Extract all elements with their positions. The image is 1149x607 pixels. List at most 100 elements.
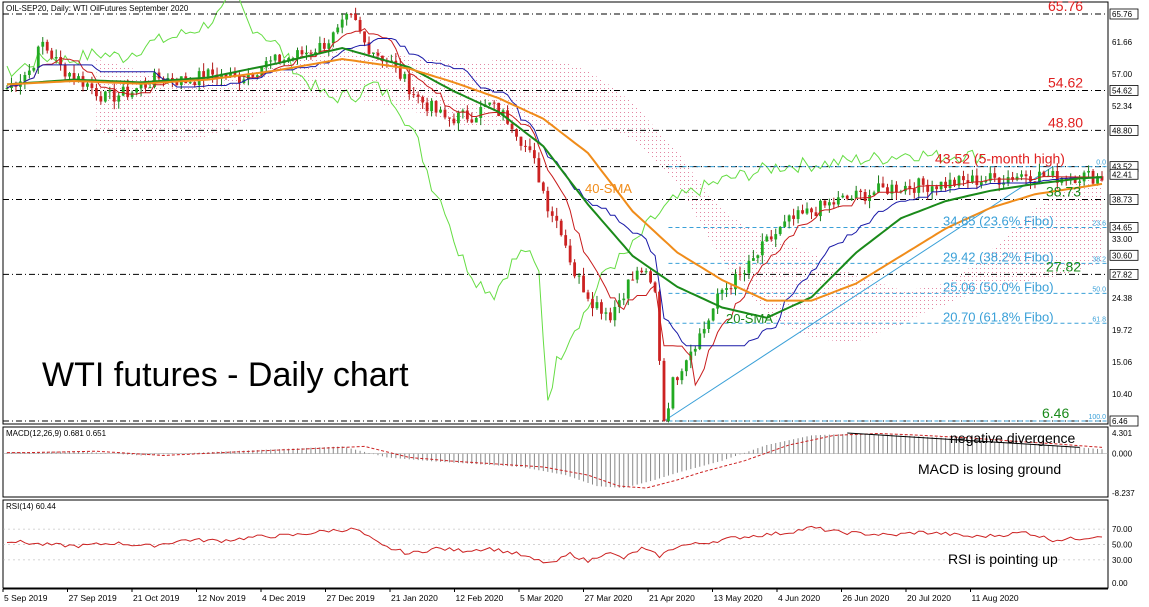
candle-body: [577, 275, 581, 277]
candle-body: [305, 52, 308, 55]
y-tick-box: [1109, 168, 1139, 180]
candle-body: [45, 41, 49, 51]
level-label: 38.73: [1046, 184, 1081, 200]
candle-body: [1038, 171, 1041, 182]
candle-body: [895, 184, 898, 193]
candle-body: [1051, 171, 1055, 176]
candle-body: [962, 176, 965, 181]
candle-body: [649, 271, 652, 283]
fibo-tag: 38.2: [1092, 256, 1106, 263]
candle-body: [112, 89, 116, 102]
candle-body: [345, 13, 349, 20]
candle-body: [430, 101, 433, 112]
candle-body: [680, 371, 684, 381]
candle-body: [716, 293, 720, 309]
candle-body: [975, 175, 979, 186]
candle-body: [859, 190, 863, 193]
candle-body: [36, 46, 40, 68]
candle-body: [738, 274, 742, 276]
candle-body: [416, 94, 420, 97]
chart-text: OIL-SEP20, Daily: WTI OilFutures Septemb…: [6, 0, 1083, 567]
candle-body: [103, 91, 107, 102]
candle-body: [238, 74, 241, 84]
candle-body: [291, 57, 295, 59]
candle-body: [59, 57, 63, 65]
candle-body: [595, 302, 599, 309]
y-tick-label: 10.40: [1112, 390, 1133, 399]
candle-body: [600, 302, 603, 314]
candle-body: [747, 260, 751, 274]
candle-body: [14, 83, 18, 87]
candle-body: [90, 83, 94, 89]
candle-body: [269, 60, 273, 62]
candle-body: [99, 96, 103, 102]
candle-body: [1029, 176, 1032, 182]
candle-body: [322, 43, 326, 49]
candle-body: [148, 87, 152, 89]
candle-body: [751, 258, 755, 261]
candle-body: [550, 211, 554, 216]
candle-body: [398, 65, 402, 79]
candle-body: [251, 73, 255, 77]
y-tick-label: 15.06: [1112, 358, 1133, 367]
candle-body: [984, 180, 988, 183]
x-tick-label: 13 May 2020: [714, 593, 763, 603]
candle-body: [278, 54, 282, 64]
candle-body: [153, 72, 156, 88]
candle-body: [667, 408, 670, 421]
y-tick-label: 30.60: [1112, 251, 1133, 260]
x-tick-label: 12 Nov 2019: [198, 593, 246, 603]
candle-body: [1024, 174, 1028, 177]
candle-body: [354, 14, 358, 21]
candle-body: [358, 20, 362, 32]
candle-body: [331, 32, 335, 44]
fibo-label: 29.42 (38.2% Fibo): [943, 249, 1054, 264]
y-tick-label: 33.00: [1112, 235, 1133, 244]
rsi-line: [6, 525, 1103, 564]
candle-body: [970, 175, 974, 183]
candle-body: [117, 95, 121, 102]
fibo-label: 25.06 (50.0% Fibo): [943, 279, 1054, 294]
candle-body: [935, 186, 939, 190]
candle-body: [309, 52, 313, 54]
candle-body: [966, 180, 970, 183]
candle-body: [313, 52, 317, 54]
candle-body: [635, 270, 639, 280]
candle-body: [349, 13, 353, 15]
candle-body: [872, 192, 876, 196]
candle-body: [421, 96, 425, 103]
candle-body: [488, 102, 492, 105]
candle-body: [957, 176, 961, 186]
candle-body: [108, 89, 112, 92]
candle-body: [640, 270, 644, 273]
candle-body: [854, 190, 858, 199]
candle-body: [434, 101, 438, 113]
candle-body: [1100, 176, 1104, 181]
candle-body: [997, 177, 1001, 185]
candle-body: [765, 236, 769, 242]
candle-body: [707, 320, 711, 329]
candle-body: [591, 298, 594, 309]
candle-body: [711, 308, 715, 321]
candle-body: [1033, 181, 1037, 183]
candle-body: [805, 208, 809, 214]
candle-body: [832, 202, 836, 205]
candle-body: [573, 262, 577, 277]
candle-body: [264, 61, 268, 68]
candle-body: [863, 192, 867, 202]
macd-annotation-2: MACD is losing ground: [918, 461, 1061, 477]
candle-body: [756, 255, 760, 259]
x-tick-label: 11 Aug 2020: [972, 593, 1019, 603]
level-label: 27.82: [1046, 258, 1081, 274]
y-tick-label: 19.72: [1112, 326, 1133, 335]
candle-body: [881, 183, 885, 188]
candle-body: [890, 184, 894, 194]
candle-body: [841, 195, 845, 198]
candle-body: [524, 145, 527, 147]
rsi-panel: [3, 525, 1108, 564]
y-tick-label: 38.73: [1112, 196, 1133, 205]
x-tick-label: 4 Jun 2020: [778, 593, 820, 603]
level-label: 54.62: [1048, 74, 1083, 90]
y-tick-box: [1109, 125, 1139, 136]
series-40-sma: [6, 57, 1103, 302]
